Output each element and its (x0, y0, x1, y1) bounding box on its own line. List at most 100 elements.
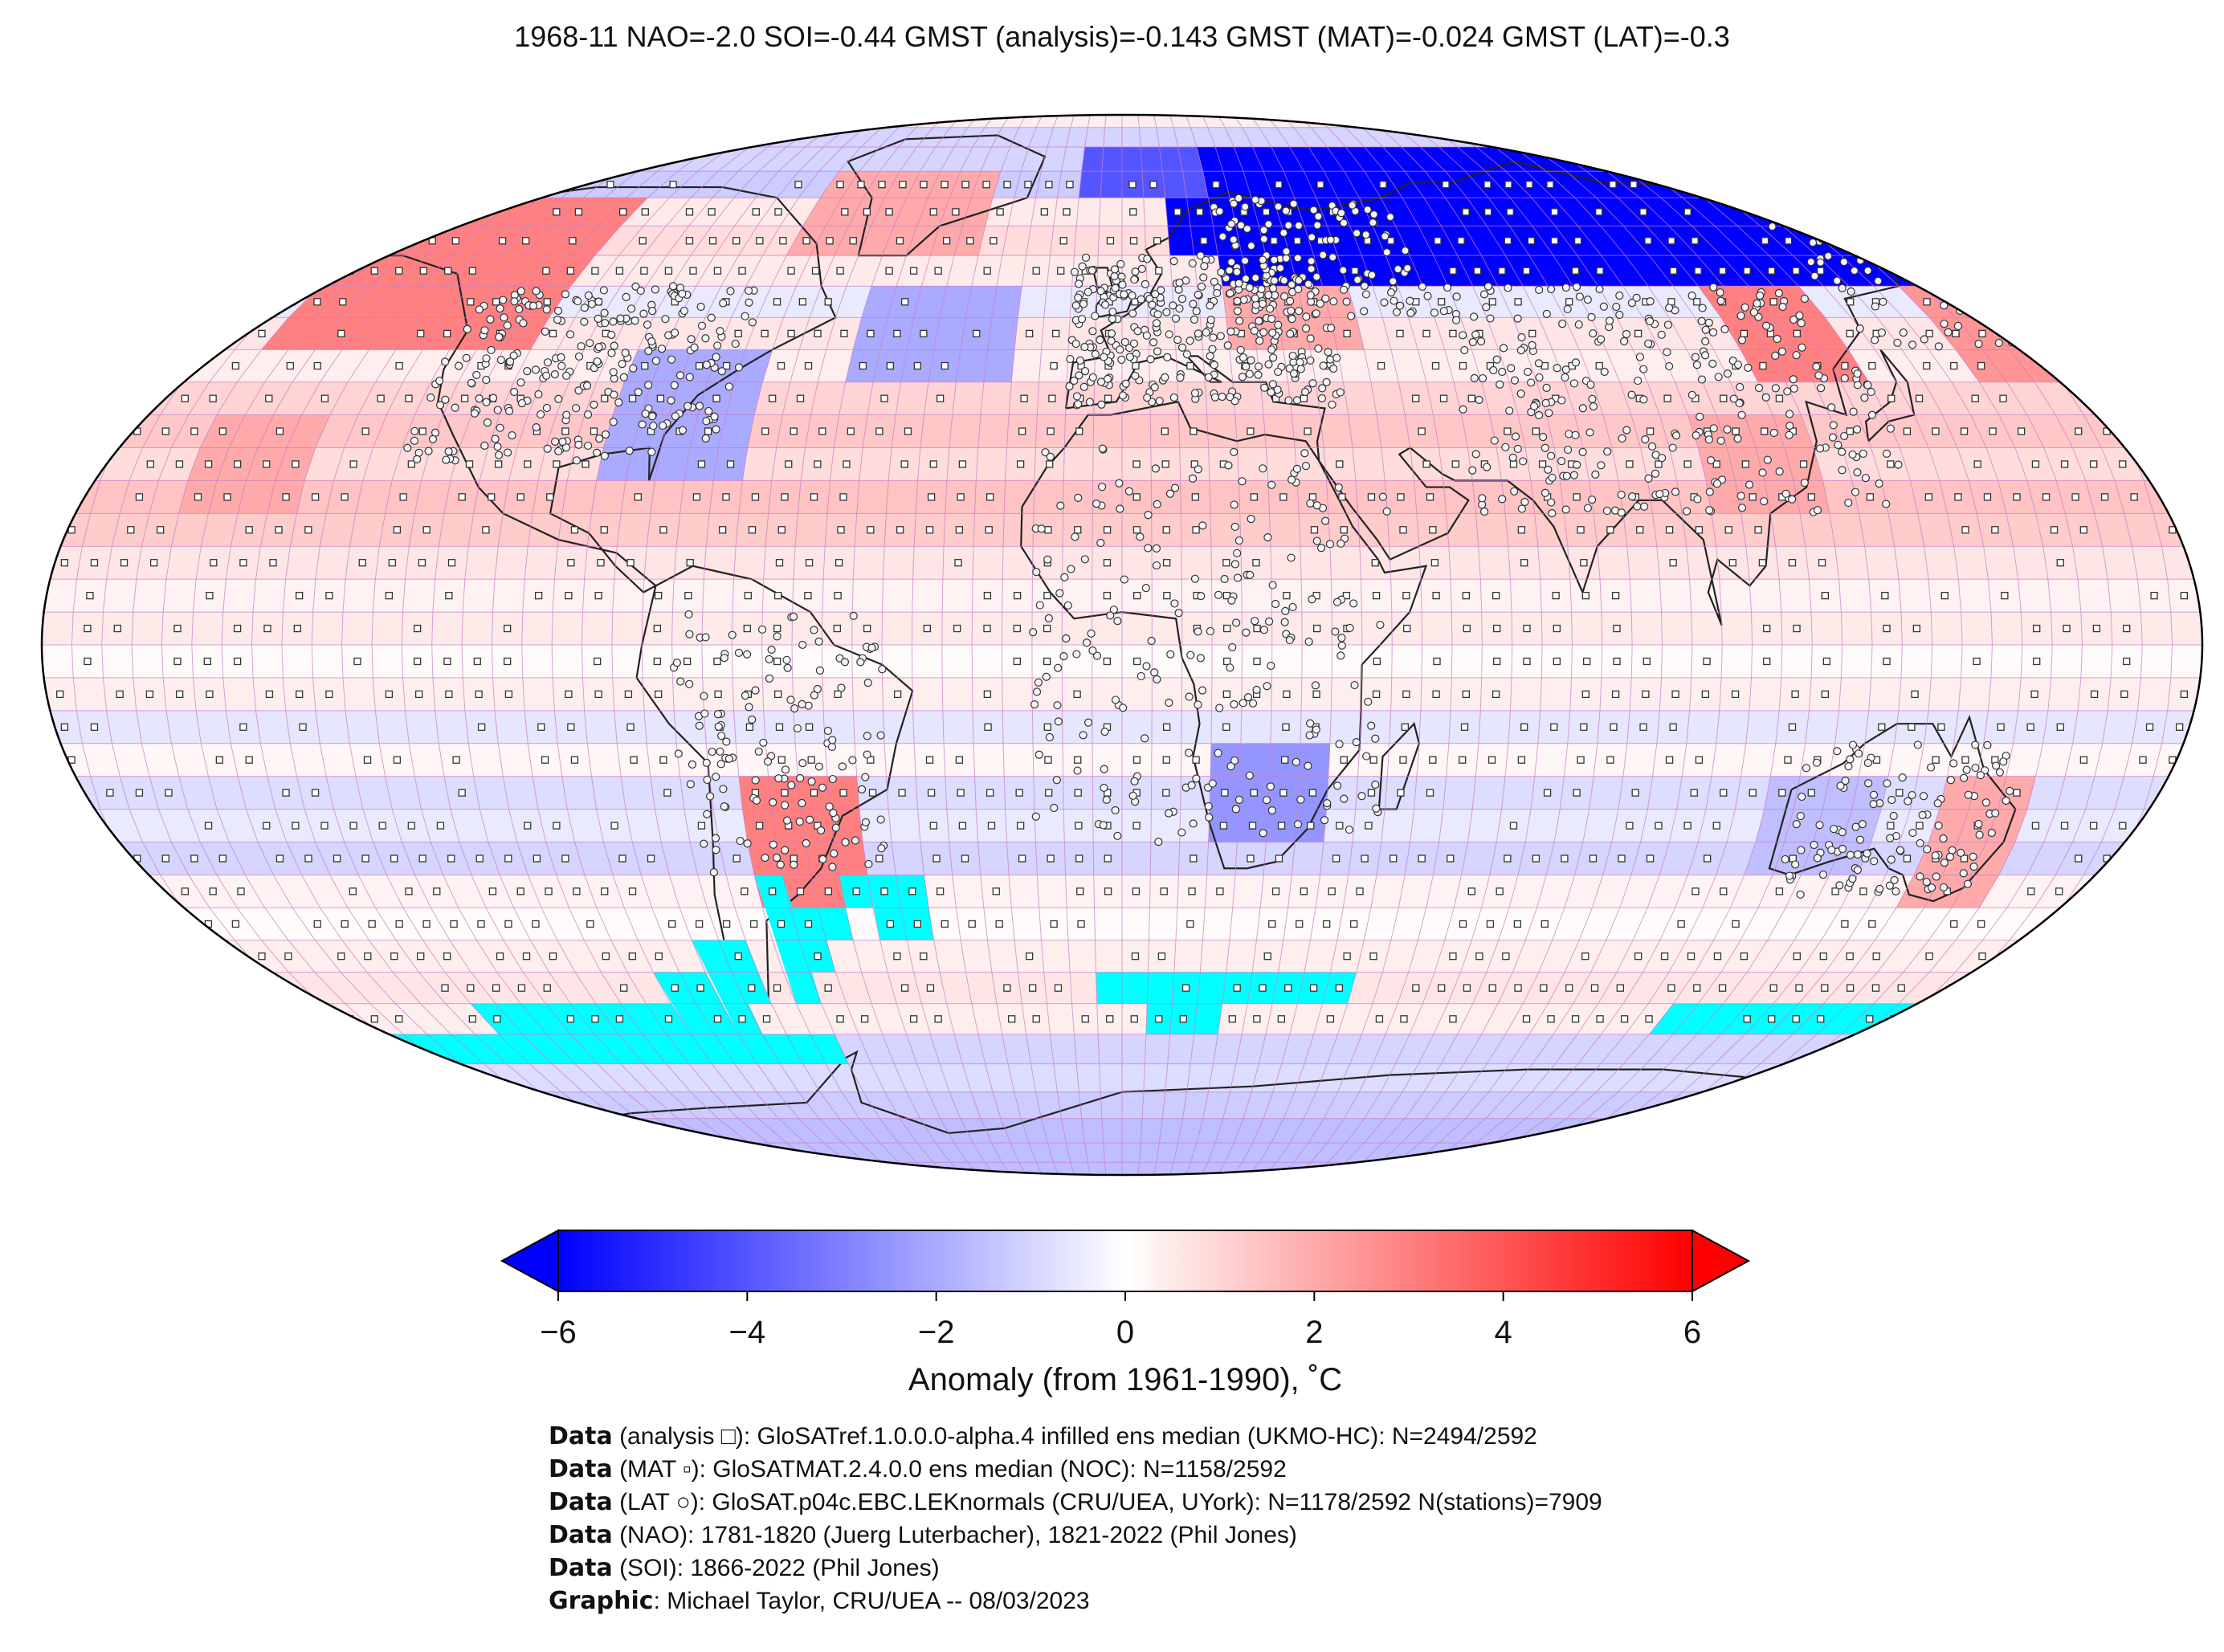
analysis-marker (777, 920, 786, 928)
analysis-marker (468, 1015, 476, 1023)
station-marker (1265, 304, 1275, 313)
station-marker (1470, 312, 1479, 321)
station-marker (508, 430, 516, 440)
analysis-marker (1275, 181, 1283, 189)
analysis-marker (1247, 855, 1255, 863)
station-marker (1806, 257, 1815, 267)
station-marker (1233, 296, 1242, 305)
analysis-marker (1720, 394, 1728, 402)
station-marker (1336, 209, 1346, 218)
station-marker (1708, 328, 1718, 337)
analysis-marker (2055, 887, 2063, 895)
analysis-marker (773, 984, 781, 992)
anomaly-cell-southern-ocean (1897, 1034, 1961, 1064)
analysis-marker (734, 329, 742, 337)
analysis-marker (1460, 723, 1469, 731)
anomaly-cell-southern-ocean (1874, 1034, 1937, 1064)
analysis-marker (1162, 526, 1170, 534)
analysis-marker (275, 526, 283, 534)
analysis-marker (654, 690, 663, 699)
station-marker (1528, 341, 1536, 349)
analysis-marker (265, 394, 273, 402)
station-marker (1230, 522, 1239, 532)
station-marker (1547, 498, 1556, 507)
station-marker (724, 754, 733, 763)
analysis-marker (2056, 559, 2064, 567)
station-marker (856, 658, 865, 667)
station-marker (671, 328, 679, 337)
analysis-marker (1620, 1015, 1629, 1023)
anomaly-cell-arctic (1081, 146, 1104, 172)
analysis-marker (173, 624, 182, 633)
station-marker (1259, 328, 1268, 337)
station-marker (1130, 777, 1139, 785)
station-marker (703, 810, 712, 818)
analysis-marker (773, 298, 781, 306)
station-marker (1082, 638, 1092, 647)
anomaly-cell-siberia (1700, 146, 1769, 172)
station-marker (1578, 404, 1587, 413)
station-marker (630, 316, 639, 325)
analysis-marker (1950, 361, 1958, 370)
anomaly-cell-north-pacific (238, 480, 275, 514)
anomaly-cell-alaska (451, 226, 507, 256)
analysis-marker (397, 208, 406, 216)
anomaly-cell-north-atlantic (956, 349, 988, 382)
analysis-marker (1768, 1015, 1776, 1023)
analysis-marker (269, 559, 277, 567)
station-marker (1101, 300, 1110, 309)
station-marker (496, 356, 505, 365)
station-marker (2002, 796, 2010, 806)
analysis-marker (1887, 822, 1895, 830)
station-marker (1534, 359, 1544, 368)
station-marker (716, 760, 725, 769)
anomaly-cell-southern-ocean (1737, 1034, 1793, 1064)
analysis-marker (1977, 361, 1985, 370)
station-marker (679, 306, 689, 316)
station-marker (1053, 701, 1062, 710)
station-marker (503, 321, 512, 330)
map-boundary (40, 113, 2204, 1177)
anomaly-cell-siberia (1625, 255, 1674, 287)
station-marker (1883, 779, 1891, 788)
analysis-marker (1296, 920, 1304, 928)
station-marker (1524, 367, 1532, 377)
analysis-marker (533, 855, 541, 863)
analysis-marker (1763, 624, 1771, 633)
analysis-marker (926, 984, 935, 992)
analysis-marker (1400, 1015, 1408, 1023)
analysis-marker (488, 887, 497, 895)
meridian-line (341, 115, 708, 1175)
station-marker (769, 840, 777, 849)
colorbar: −6 −4 −2 0 2 4 6 Anomaly (from 1961-1990), ˚C (500, 1229, 1751, 1397)
station-marker (1153, 310, 1162, 319)
station-marker (1282, 254, 1291, 263)
station-marker (1510, 487, 1519, 496)
station-marker (1308, 233, 1316, 242)
station-marker (510, 387, 519, 397)
analysis-marker (1905, 208, 1913, 216)
missing-cell (1122, 972, 1149, 1004)
missing-cell (618, 1034, 667, 1064)
greenland-outline (847, 134, 1047, 257)
analysis-marker (1734, 181, 1742, 189)
analysis-marker (590, 427, 598, 435)
station-marker (1218, 232, 1227, 241)
anomaly-cell-siberia (1445, 171, 1489, 198)
station-marker (667, 396, 675, 405)
station-marker (1866, 226, 1875, 235)
analysis-marker (443, 952, 451, 961)
anomaly-cell-southern-ocean (834, 1034, 871, 1064)
analysis-marker (591, 267, 599, 275)
station-marker (1940, 320, 1949, 328)
analysis-marker (1795, 984, 1803, 992)
anomaly-cell-eastern-usa (655, 447, 690, 481)
station-marker (1871, 336, 1879, 345)
station-marker (584, 291, 593, 300)
station-marker (1406, 308, 1415, 317)
station-marker (1234, 795, 1244, 805)
analysis-marker (262, 298, 270, 306)
analysis-marker (1754, 526, 1762, 534)
analysis-marker (1063, 208, 1071, 216)
analysis-marker (2180, 690, 2188, 699)
